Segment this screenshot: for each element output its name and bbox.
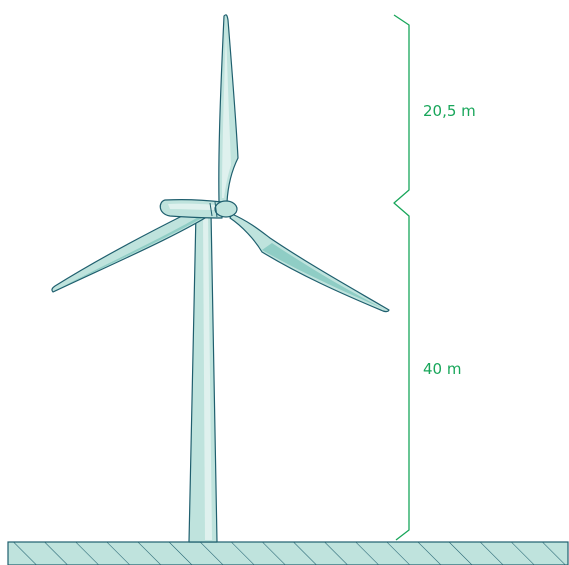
hub-seam-1	[209, 202, 213, 217]
blade-left	[51, 205, 219, 293]
blade-length-label: 20,5 m	[423, 102, 476, 120]
blade-right-shade	[262, 243, 384, 309]
ground	[7, 541, 569, 565]
blade-left-shade	[56, 210, 216, 290]
rotor-hub	[214, 200, 238, 218]
rotor	[51, 14, 390, 313]
hub-seam-2	[214, 201, 218, 218]
tower-highlight	[203, 214, 212, 540]
blade-length-brace	[393, 14, 410, 541]
tower-body	[188, 211, 218, 543]
ground-hatching	[8, 542, 568, 565]
ground-outline	[7, 541, 569, 565]
tower	[188, 211, 218, 543]
blade-right	[229, 213, 390, 313]
hub-height-label: 40 m	[423, 360, 461, 378]
nacelle-highlight	[168, 203, 216, 210]
blade-top-highlight	[222, 30, 231, 198]
